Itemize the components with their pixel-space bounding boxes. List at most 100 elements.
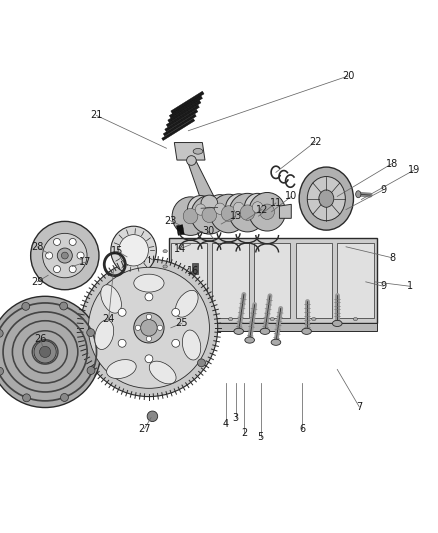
Circle shape xyxy=(57,248,72,263)
Ellipse shape xyxy=(226,194,252,222)
Text: 28: 28 xyxy=(31,242,43,252)
Text: 2: 2 xyxy=(241,428,247,438)
Text: 3: 3 xyxy=(233,413,239,423)
Ellipse shape xyxy=(311,318,316,320)
Circle shape xyxy=(146,336,152,342)
Ellipse shape xyxy=(187,196,214,223)
Circle shape xyxy=(39,346,51,358)
Text: 12: 12 xyxy=(256,205,268,215)
Text: 11: 11 xyxy=(270,198,282,208)
Circle shape xyxy=(46,252,53,259)
Ellipse shape xyxy=(299,167,353,230)
Ellipse shape xyxy=(187,318,191,320)
Text: 24: 24 xyxy=(102,314,115,324)
Text: 14: 14 xyxy=(173,244,186,254)
Ellipse shape xyxy=(270,318,274,320)
Polygon shape xyxy=(165,109,198,132)
Ellipse shape xyxy=(260,204,275,220)
Circle shape xyxy=(141,320,157,336)
Ellipse shape xyxy=(307,176,345,221)
Text: 9: 9 xyxy=(380,185,386,195)
Ellipse shape xyxy=(182,330,201,360)
Text: 21: 21 xyxy=(90,110,102,120)
Ellipse shape xyxy=(175,290,198,317)
Circle shape xyxy=(23,394,31,402)
Text: 5: 5 xyxy=(258,432,264,442)
Text: 29: 29 xyxy=(31,277,43,287)
Circle shape xyxy=(77,252,84,259)
Ellipse shape xyxy=(163,249,167,253)
Ellipse shape xyxy=(163,311,167,314)
Text: 20: 20 xyxy=(342,71,354,81)
Text: 18: 18 xyxy=(386,159,398,168)
Circle shape xyxy=(172,309,180,316)
Circle shape xyxy=(0,296,101,408)
Circle shape xyxy=(31,221,99,290)
Polygon shape xyxy=(162,119,194,141)
Text: 16: 16 xyxy=(187,266,199,276)
Circle shape xyxy=(87,329,95,336)
FancyBboxPatch shape xyxy=(169,238,377,324)
Ellipse shape xyxy=(183,208,198,224)
Circle shape xyxy=(80,259,218,397)
Ellipse shape xyxy=(193,149,203,154)
Ellipse shape xyxy=(134,274,164,292)
Ellipse shape xyxy=(149,361,176,384)
Ellipse shape xyxy=(202,207,217,222)
Ellipse shape xyxy=(240,205,255,220)
FancyBboxPatch shape xyxy=(171,243,207,318)
FancyBboxPatch shape xyxy=(337,243,374,318)
Polygon shape xyxy=(188,159,216,206)
Ellipse shape xyxy=(215,203,225,214)
Ellipse shape xyxy=(163,265,167,268)
Text: 10: 10 xyxy=(285,191,297,201)
Polygon shape xyxy=(166,105,199,127)
Ellipse shape xyxy=(101,285,121,313)
Polygon shape xyxy=(170,96,202,118)
Ellipse shape xyxy=(319,190,334,207)
FancyBboxPatch shape xyxy=(296,243,332,318)
Text: 7: 7 xyxy=(356,402,362,411)
Circle shape xyxy=(118,340,126,347)
Ellipse shape xyxy=(221,206,236,221)
Text: 22: 22 xyxy=(309,136,321,147)
Circle shape xyxy=(88,268,209,389)
Circle shape xyxy=(60,302,67,310)
Text: 23: 23 xyxy=(164,215,176,225)
Circle shape xyxy=(69,238,76,245)
Circle shape xyxy=(118,309,126,316)
Circle shape xyxy=(157,325,162,330)
FancyBboxPatch shape xyxy=(212,243,249,318)
Circle shape xyxy=(60,393,68,401)
Ellipse shape xyxy=(119,235,148,266)
Text: 4: 4 xyxy=(223,419,229,429)
Bar xyxy=(192,263,198,274)
Circle shape xyxy=(198,359,205,367)
Circle shape xyxy=(61,252,68,259)
Text: 26: 26 xyxy=(35,334,47,344)
Circle shape xyxy=(145,355,153,363)
Text: 13: 13 xyxy=(230,211,242,221)
Circle shape xyxy=(147,411,158,422)
Ellipse shape xyxy=(332,320,342,327)
Ellipse shape xyxy=(207,195,233,223)
Ellipse shape xyxy=(191,196,228,234)
Polygon shape xyxy=(168,100,201,123)
Text: 1: 1 xyxy=(406,281,413,291)
Circle shape xyxy=(145,293,153,301)
Circle shape xyxy=(69,265,76,273)
Ellipse shape xyxy=(163,280,167,284)
Ellipse shape xyxy=(353,318,357,320)
Bar xyxy=(169,324,377,332)
Polygon shape xyxy=(279,204,291,219)
Ellipse shape xyxy=(229,193,266,232)
Circle shape xyxy=(53,238,60,245)
Text: 30: 30 xyxy=(202,227,214,237)
Ellipse shape xyxy=(356,191,361,198)
Text: 19: 19 xyxy=(408,165,420,175)
Ellipse shape xyxy=(233,202,244,213)
Ellipse shape xyxy=(244,193,271,221)
Circle shape xyxy=(135,325,141,330)
Ellipse shape xyxy=(229,318,233,320)
Ellipse shape xyxy=(187,156,196,165)
